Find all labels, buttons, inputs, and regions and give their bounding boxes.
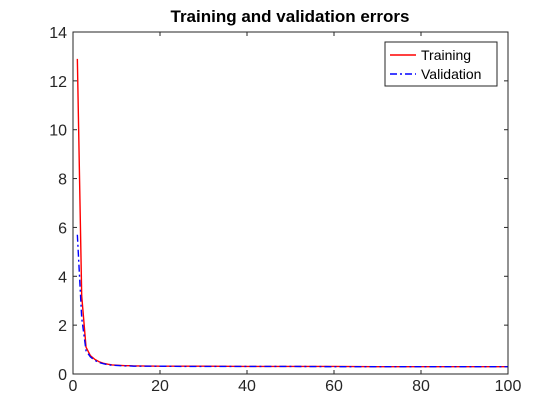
legend-label-validation: Validation [421, 66, 481, 82]
x-tick-label: 40 [238, 378, 256, 395]
chart-title: Training and validation errors [171, 7, 410, 26]
series-line-validation [76, 234, 508, 368]
x-tick-label: 100 [495, 378, 522, 395]
x-tick-label: 20 [151, 378, 169, 395]
y-tick-label: 10 [49, 123, 67, 140]
legend-label-training: Training [421, 47, 471, 63]
y-tick-label: 4 [58, 269, 67, 286]
y-tick-label: 6 [58, 220, 67, 237]
axes-layer: 0 20 40 60 80 100 0 2 4 6 8 10 12 14 [49, 25, 521, 395]
y-tick-label: 14 [49, 25, 67, 42]
y-tick-label: 2 [58, 318, 67, 335]
x-tick-label: 60 [325, 378, 343, 395]
plot-area [73, 32, 508, 374]
x-tick-label: 80 [412, 378, 430, 395]
axes-box [72, 31, 509, 375]
legend-box [384, 41, 498, 87]
legend: Training Validation [384, 41, 498, 87]
y-tick-label: 8 [58, 172, 67, 189]
x-tick-label: 0 [69, 378, 78, 395]
y-tick-label: 12 [49, 74, 67, 91]
series-layer [76, 58, 508, 368]
y-tick-label: 0 [58, 367, 67, 384]
